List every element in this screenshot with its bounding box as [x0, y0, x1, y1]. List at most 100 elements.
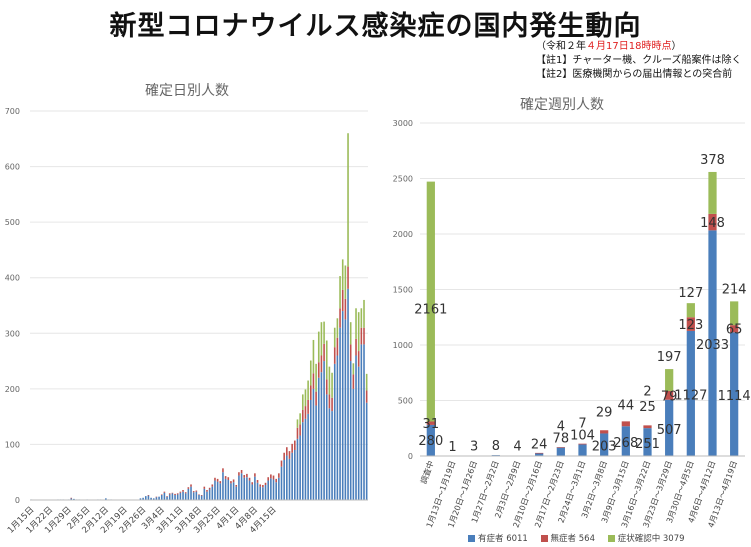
weekly-bar — [665, 369, 674, 391]
daily-bar — [184, 492, 187, 494]
weekly-data-label: 104 — [570, 428, 595, 443]
weekly-data-label: 1114 — [718, 389, 751, 404]
daily-bar — [158, 496, 160, 500]
daily-y-tick-label: 400 — [5, 274, 20, 283]
daily-bar — [232, 479, 235, 483]
daily-bar — [190, 486, 192, 500]
daily-bar — [163, 491, 166, 493]
weekly-bar — [708, 230, 717, 456]
weekly-y-tick-label: 2000 — [393, 230, 413, 239]
daily-bar — [70, 497, 73, 499]
daily-bar — [325, 379, 328, 395]
daily-bar — [349, 344, 352, 362]
weekly-data-label: 1 — [448, 440, 456, 455]
daily-bar — [317, 331, 320, 363]
daily-bar — [272, 475, 275, 480]
daily-bar — [328, 408, 331, 500]
daily-bar — [283, 459, 285, 500]
daily-chart-title: 確定日別人数 — [145, 83, 229, 99]
daily-bar — [150, 497, 152, 500]
daily-bar — [195, 491, 198, 500]
daily-bar — [320, 372, 323, 500]
daily-bar — [160, 494, 163, 500]
weekly-data-label: 2161 — [414, 303, 447, 318]
daily-bar — [299, 413, 301, 425]
daily-bar — [344, 319, 347, 500]
daily-bar — [254, 476, 256, 500]
daily-bar — [280, 466, 283, 500]
daily-bar — [198, 494, 200, 500]
daily-bar — [254, 473, 256, 477]
weekly-bar — [686, 303, 695, 318]
weekly-bar — [600, 433, 609, 456]
daily-bar — [203, 488, 206, 500]
weekly-bar — [426, 421, 435, 425]
daily-bar — [347, 133, 349, 267]
weekly-data-label: 79 — [661, 389, 678, 404]
weekly-y-tick-label: 0 — [408, 452, 413, 461]
legend-swatch-confirming — [607, 535, 615, 542]
daily-bar — [248, 480, 251, 500]
daily-bar — [344, 265, 347, 299]
daily-bar — [349, 361, 352, 500]
daily-bar — [168, 493, 171, 495]
daily-bar — [195, 490, 198, 492]
weekly-data-label: 203 — [592, 440, 617, 455]
daily-bar — [243, 477, 246, 500]
daily-bar — [259, 484, 262, 487]
daily-bar — [315, 405, 317, 500]
daily-bar — [147, 494, 150, 496]
daily-y-tick-label: 300 — [5, 329, 20, 338]
daily-bar — [312, 339, 315, 374]
daily-bar — [198, 494, 200, 496]
daily-bar — [232, 482, 235, 500]
daily-bar — [333, 327, 336, 348]
daily-bar — [296, 419, 299, 428]
daily-bar — [240, 469, 243, 474]
daily-bar — [336, 355, 339, 500]
daily-bar — [248, 477, 251, 481]
weekly-bar — [665, 399, 674, 456]
daily-bar — [341, 259, 344, 290]
weekly-data-label: 148 — [700, 216, 725, 231]
daily-y-tick-label: 500 — [5, 218, 20, 227]
weekly-data-label: 24 — [531, 437, 548, 452]
weekly-data-label: 7 — [578, 416, 586, 431]
daily-bar — [105, 498, 107, 500]
daily-bar — [182, 489, 184, 492]
daily-bar — [240, 473, 243, 500]
daily-bar — [304, 406, 307, 419]
daily-bar — [243, 474, 246, 478]
daily-bar — [171, 492, 174, 494]
daily-bar — [275, 482, 277, 500]
daily-bar — [259, 486, 262, 500]
daily-bar — [264, 482, 267, 485]
daily-bar — [352, 388, 355, 500]
daily-bar — [307, 380, 309, 400]
weekly-data-label: 25 — [639, 400, 656, 415]
daily-bar — [320, 322, 323, 356]
weekly-data-label: 280 — [418, 434, 443, 449]
daily-bar — [208, 489, 211, 500]
daily-bar — [70, 498, 73, 500]
weekly-bar — [556, 447, 565, 456]
daily-bar — [216, 478, 219, 482]
weekly-bar — [730, 301, 739, 326]
weekly-bar — [556, 447, 565, 448]
legend-swatch-symptomatic — [468, 535, 475, 542]
daily-bar — [246, 477, 248, 500]
daily-y-tick-label: 700 — [5, 107, 20, 116]
daily-bar — [166, 496, 168, 500]
daily-bar — [296, 427, 299, 439]
daily-bar — [270, 478, 272, 500]
weekly-bar — [535, 453, 544, 456]
daily-bar — [144, 496, 147, 500]
weekly-data-label: 251 — [635, 437, 660, 452]
legend-asymptomatic: 無症者 564 — [550, 534, 595, 544]
daily-bar — [301, 409, 304, 423]
daily-bar — [187, 488, 190, 500]
legend-swatch-asymptomatic — [540, 535, 548, 542]
daily-bar — [315, 363, 317, 392]
daily-bar — [352, 374, 355, 389]
